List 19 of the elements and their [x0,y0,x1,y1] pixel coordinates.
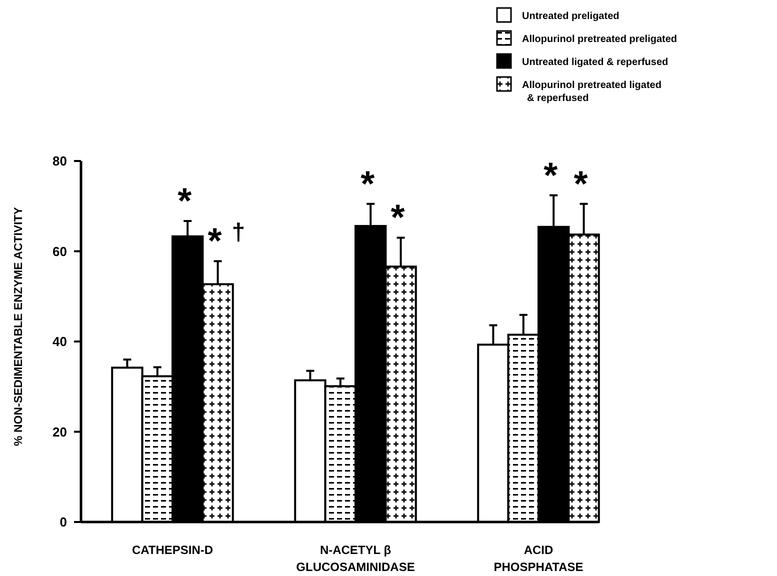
y-tick-label: 60 [52,244,67,259]
annotation: * [544,154,558,196]
annotation: * $^{†}$ [208,218,246,262]
y-tick-label: 80 [52,154,67,169]
y-tick-label: 0 [60,514,67,530]
annotation: * [360,162,375,204]
legend-label: Untreated preligated [522,11,620,22]
annotation: * [574,162,588,204]
legend-label: Allopurinol pretreated preligated [522,34,678,45]
y-tick-label: 40 [52,334,67,350]
legend-label: Allopurinol pretreated ligated & reperfused [522,80,662,104]
y-tick-label: 20 [52,424,67,440]
annotation: * [390,196,405,238]
y-axis-title: % NON-SEDIMENTABLE ENZYME ACTIVITY [13,206,25,446]
x-tick-label: ACID PHOSPHATASE [494,543,584,574]
legend-label: Untreated ligated & reperfused [522,57,668,68]
x-tick-label: N-ACETYL β GLUCOSAMINIDASE [296,543,415,574]
x-tick-label: CATHEPSIN-D [132,543,214,557]
annotation: * [178,180,192,222]
